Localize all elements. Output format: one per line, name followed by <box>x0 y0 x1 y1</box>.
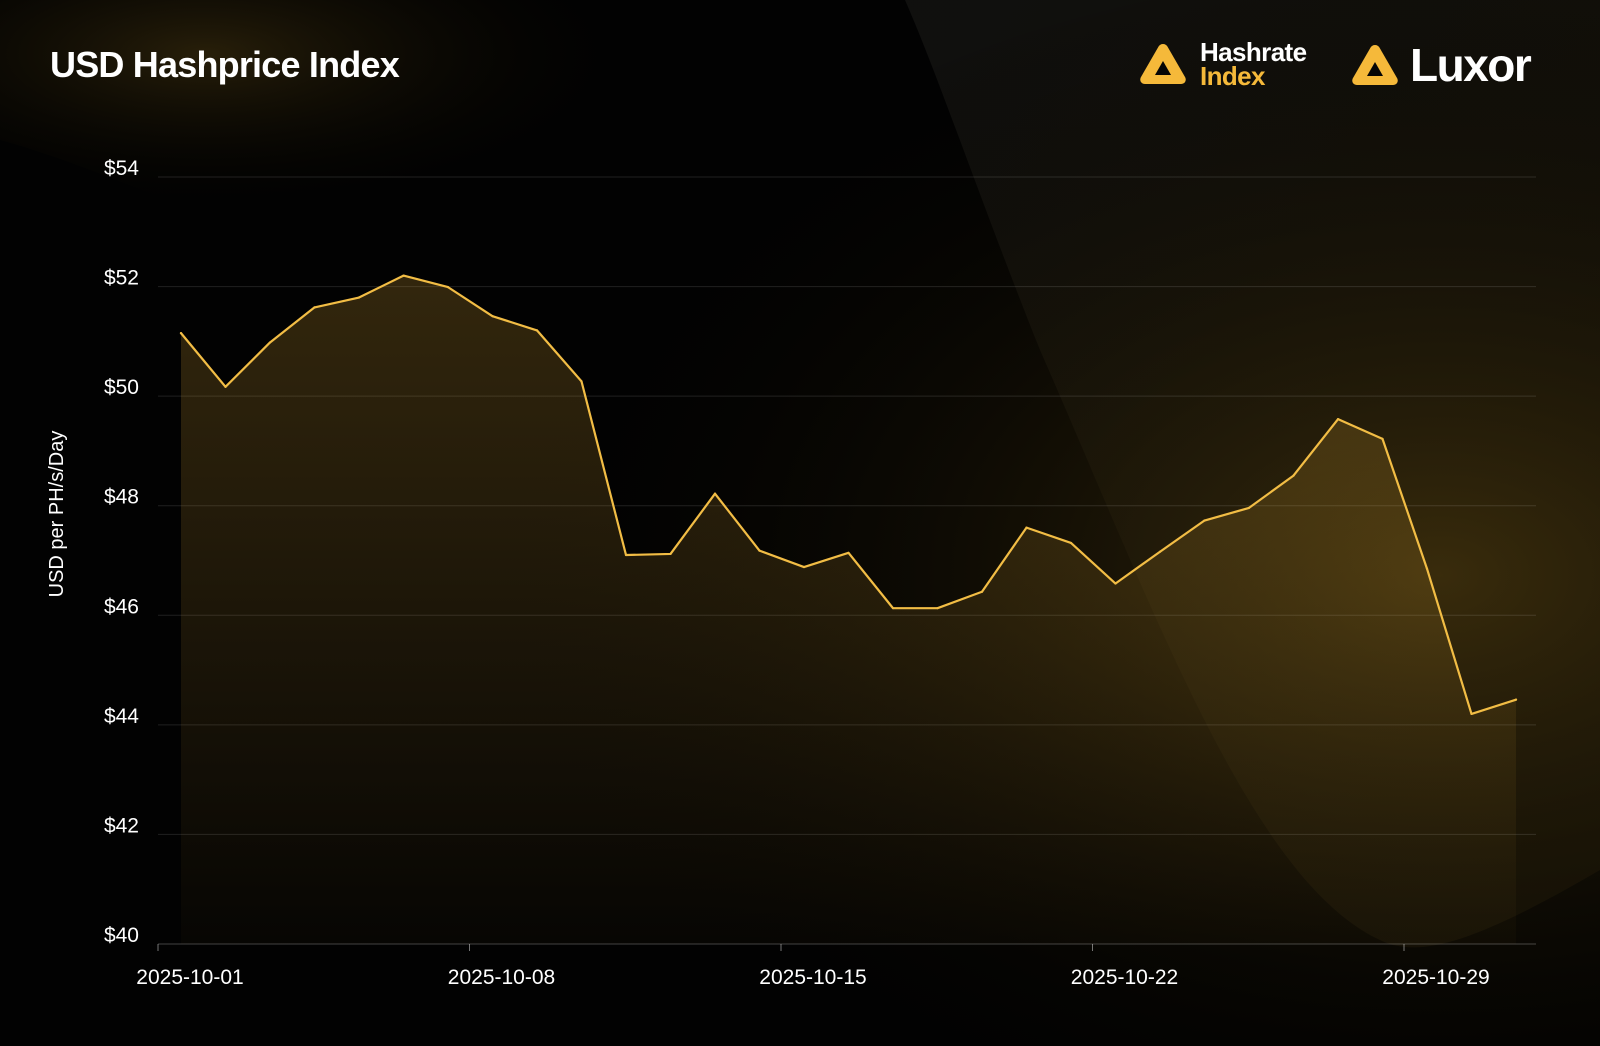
data-point <box>669 552 672 556</box>
chart-title: USD Hashprice Index <box>50 44 400 85</box>
hashrate-index-logo: Hashrate Index <box>1138 37 1307 91</box>
data-point <box>491 315 494 318</box>
y-tick-label: $44 <box>104 705 139 728</box>
data-point <box>1247 506 1251 510</box>
y-tick-label: $48 <box>104 486 139 509</box>
data-point <box>402 274 405 277</box>
y-tick-label: $40 <box>104 924 139 947</box>
data-point <box>1336 418 1340 421</box>
data-point <box>1114 582 1117 585</box>
data-point <box>758 549 761 552</box>
data-point <box>580 380 583 383</box>
y-tick-label: $42 <box>104 814 139 837</box>
data-point <box>1381 437 1384 440</box>
axes <box>157 943 1536 951</box>
x-tick-label: 2025-10-29 <box>1382 966 1489 989</box>
data-point <box>936 607 939 610</box>
data-point <box>1514 698 1518 701</box>
x-tick-label: 2025-10-01 <box>136 966 243 989</box>
data-point <box>313 306 316 309</box>
index-logo-text: Index <box>1200 61 1266 91</box>
data-point <box>980 590 984 593</box>
y-tick-label: $54 <box>104 157 139 180</box>
data-point <box>446 286 450 289</box>
area-fill <box>181 275 1516 945</box>
data-point <box>357 296 361 299</box>
data-point <box>713 492 717 495</box>
data-point <box>624 553 628 557</box>
hashrate-logo-text: Hashrate <box>1200 37 1307 67</box>
series-area <box>181 275 1516 945</box>
y-axis-label: USD per PH/s/Day <box>46 431 68 598</box>
data-point <box>1203 519 1206 522</box>
luxor-logo-text: Luxor <box>1410 39 1532 91</box>
data-point <box>891 607 895 610</box>
series-line <box>179 274 1518 716</box>
data-point <box>1158 550 1162 553</box>
x-tick-label: 2025-10-22 <box>1071 966 1178 989</box>
data-point <box>1292 474 1295 477</box>
y-tick-label: $50 <box>104 376 139 399</box>
luxor-logo: Luxor <box>1350 39 1532 91</box>
data-point <box>1425 567 1429 570</box>
data-point <box>847 551 850 554</box>
data-point <box>1470 712 1473 716</box>
data-point <box>1069 541 1073 545</box>
tick-labels: $40 $42 $44 $46 $48 $50 $52 $54 2025-10-01 2025-1… <box>104 157 1490 989</box>
data-point <box>802 565 806 569</box>
data-point <box>224 385 227 388</box>
x-tick-label: 2025-10-15 <box>759 966 866 989</box>
y-tick-label: $52 <box>104 267 139 290</box>
hashrate-index-logo-icon <box>1140 44 1186 84</box>
x-tick-label: 2025-10-08 <box>448 966 555 989</box>
data-point <box>179 332 183 335</box>
luxor-logo-icon <box>1352 45 1398 85</box>
data-point <box>535 329 539 332</box>
data-point <box>268 341 272 344</box>
y-tick-label: $46 <box>104 595 139 618</box>
data-point <box>1025 526 1028 529</box>
